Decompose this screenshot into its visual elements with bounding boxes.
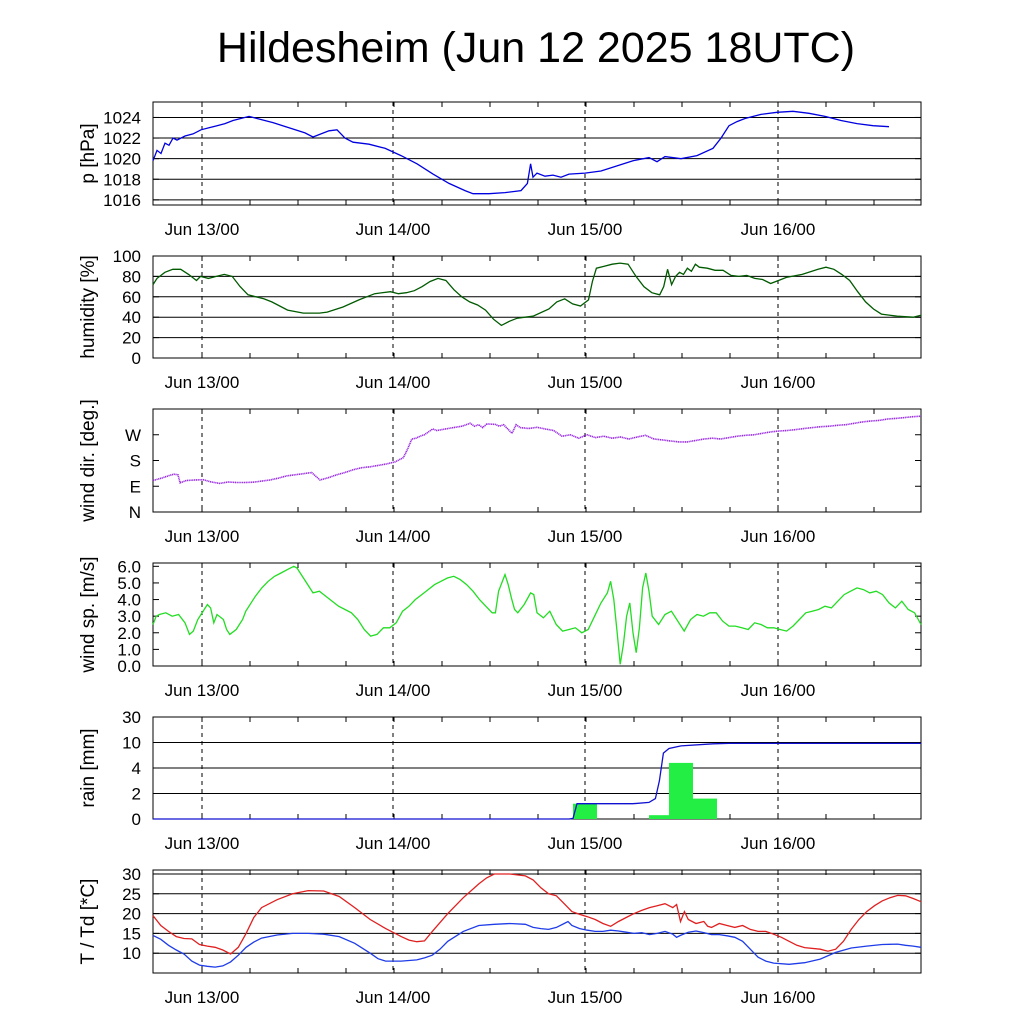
- humidity-ytick-label: 0: [132, 349, 141, 368]
- rain-bar: [573, 803, 597, 819]
- wind_direction-series-0: [152, 415, 922, 485]
- wind_direction-ytick-label: W: [125, 426, 141, 445]
- wind_speed-plot-frame: [152, 562, 922, 667]
- humidity-ytick-label: 80: [122, 267, 141, 286]
- temperature-ytick-label: 20: [122, 905, 141, 924]
- wind_direction-xtick-label: Jun 15/00: [548, 527, 623, 546]
- pressure-axis-label: p [hPa]: [78, 123, 99, 183]
- temperature-ytick-label: 25: [122, 885, 141, 904]
- wind_direction-xtick-label: Jun 16/00: [741, 527, 816, 546]
- pressure-series-0: [152, 110, 890, 195]
- rain-ytick-label: 4: [132, 759, 141, 778]
- pressure-ytick-label: 1024: [103, 108, 141, 127]
- humidity-plot-frame: [152, 255, 922, 359]
- pressure-xtick-label: Jun 13/00: [165, 220, 240, 239]
- wind_direction-ytick-label: S: [130, 452, 141, 471]
- rain-bar: [669, 762, 693, 819]
- pressure-ytick-label: 1018: [103, 170, 141, 189]
- rain-ytick-label: 0: [132, 810, 141, 829]
- rain-axis-label: rain [mm]: [78, 728, 99, 807]
- humidity-xtick-label: Jun 14/00: [356, 373, 431, 392]
- wind_direction-xtick-label: Jun 13/00: [165, 527, 240, 546]
- pressure-ytick-label: 1016: [103, 191, 141, 210]
- wind_speed-xtick-label: Jun 16/00: [741, 681, 816, 700]
- wind_speed-ytick-label: 5.0: [117, 574, 141, 593]
- pressure-xtick-label: Jun 14/00: [356, 220, 431, 239]
- temperature-xtick-label: Jun 16/00: [741, 988, 816, 1007]
- pressure-ytick-label: 1022: [103, 129, 141, 148]
- rain-xtick-label: Jun 14/00: [356, 834, 431, 853]
- rain-series-0: [153, 742, 921, 820]
- humidity-xtick-label: Jun 13/00: [165, 373, 240, 392]
- humidity-ytick-label: 60: [122, 288, 141, 307]
- pressure-xtick-label: Jun 15/00: [548, 220, 623, 239]
- temperature-series-1: [152, 920, 922, 968]
- rain-bar: [649, 815, 669, 819]
- chart-title: Hildesheim (Jun 12 2025 18UTC): [216, 24, 856, 72]
- temperature-xtick-label: Jun 15/00: [548, 988, 623, 1007]
- temperature-ytick-label: 30: [122, 865, 141, 884]
- wind_direction-plot-frame: [152, 408, 922, 513]
- wind_speed-ytick-label: 0.0: [117, 657, 141, 676]
- wind_speed-axis-label: wind sp. [m/s]: [78, 556, 99, 673]
- wind_speed-ytick-label: 6.0: [117, 557, 141, 576]
- rain-xtick-label: Jun 16/00: [741, 834, 816, 853]
- temperature-ytick-label: 15: [122, 924, 141, 943]
- temperature-plot-frame: [152, 869, 922, 974]
- temperature-series-0: [152, 873, 922, 955]
- wind_speed-series-0: [152, 565, 922, 665]
- wind_speed-ytick-label: 2.0: [117, 624, 141, 643]
- humidity-xtick-label: Jun 15/00: [548, 373, 623, 392]
- wind_speed-ytick-label: 3.0: [117, 607, 141, 626]
- rain-xtick-label: Jun 15/00: [548, 834, 623, 853]
- rain-ytick-label: 2: [132, 785, 141, 804]
- wind_speed-ytick-label: 4.0: [117, 591, 141, 610]
- rain-ytick-label: 10: [122, 734, 141, 753]
- humidity-xtick-label: Jun 16/00: [741, 373, 816, 392]
- temperature-xtick-label: Jun 13/00: [165, 988, 240, 1007]
- pressure-xtick-label: Jun 16/00: [741, 220, 816, 239]
- temperature-ytick-label: 10: [122, 944, 141, 963]
- humidity-series-0: [152, 262, 922, 327]
- wind_speed-ytick-label: 1.0: [117, 640, 141, 659]
- wind_speed-xtick-label: Jun 13/00: [165, 681, 240, 700]
- wind_speed-xtick-label: Jun 14/00: [356, 681, 431, 700]
- pressure-ytick-label: 1020: [103, 150, 141, 169]
- humidity-ytick-label: 100: [113, 247, 141, 266]
- humidity-axis-label: humidity [%]: [78, 255, 99, 358]
- humidity-ytick-label: 40: [122, 308, 141, 327]
- wind_direction-xtick-label: Jun 14/00: [356, 527, 431, 546]
- rain-ytick-label: 30: [122, 708, 141, 727]
- wind_speed-xtick-label: Jun 15/00: [548, 681, 623, 700]
- temperature-xtick-label: Jun 14/00: [356, 988, 431, 1007]
- rain-xtick-label: Jun 13/00: [165, 834, 240, 853]
- wind_direction-ytick-label: E: [130, 477, 141, 496]
- temperature-axis-label: T / Td [*C]: [78, 879, 99, 965]
- wind_direction-ytick-label: N: [129, 503, 141, 522]
- humidity-ytick-label: 20: [122, 329, 141, 348]
- rain-bar: [693, 798, 717, 819]
- wind_direction-axis-label: wind dir. [deg.]: [78, 399, 99, 523]
- pressure-plot-frame: [152, 101, 922, 206]
